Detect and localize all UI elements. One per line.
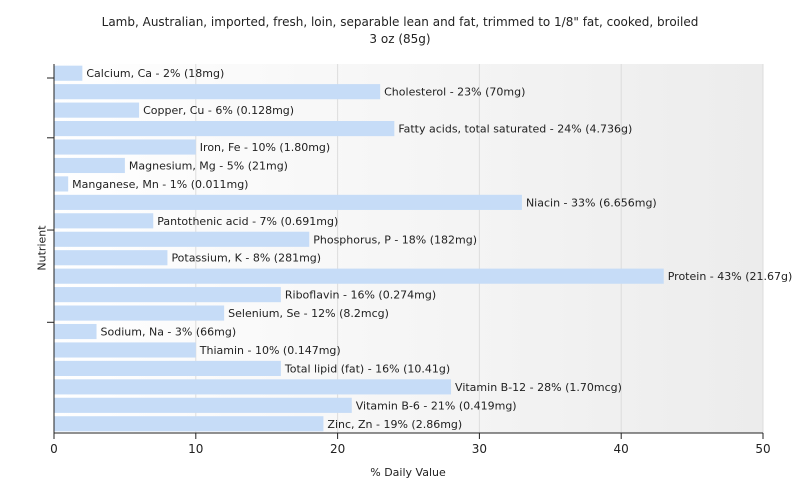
bar (54, 121, 395, 137)
bar (54, 102, 140, 118)
bar (54, 213, 154, 229)
bar (54, 397, 352, 413)
bar-label: Cholesterol - 23% (70mg) (384, 86, 525, 99)
bar-label: Zinc, Zn - 19% (2.86mg) (327, 418, 462, 431)
bar (54, 84, 381, 100)
bar-label: Sodium, Na - 3% (66mg) (101, 326, 237, 339)
x-tick-label: 50 (755, 442, 770, 456)
bar (54, 250, 168, 266)
chart-subtitle: 3 oz (85g) (369, 32, 431, 46)
bar (54, 287, 281, 303)
bar-label: Total lipid (fat) - 16% (10.41g) (284, 362, 450, 375)
bar-label: Iron, Fe - 10% (1.80mg) (200, 141, 330, 154)
bar-label: Pantothenic acid - 7% (0.691mg) (157, 215, 338, 228)
bar-label: Vitamin B-12 - 28% (1.70mcg) (455, 381, 622, 394)
bar (54, 194, 522, 210)
bar-label: Thiamin - 10% (0.147mg) (199, 344, 341, 357)
x-tick-label: 30 (472, 442, 487, 456)
bar (54, 379, 452, 395)
plot-background (54, 64, 763, 433)
bar-label: Vitamin B-6 - 21% (0.419mg) (356, 399, 517, 412)
bar (54, 305, 225, 321)
bar (54, 139, 196, 155)
bar-label: Calcium, Ca - 2% (18mg) (86, 67, 224, 80)
bar-label: Potassium, K - 8% (281mg) (171, 252, 321, 265)
x-tick-label: 40 (614, 442, 629, 456)
bar-label: Protein - 43% (21.67g) (668, 270, 793, 283)
x-tick-label: 20 (330, 442, 345, 456)
bar-label: Riboflavin - 16% (0.274mg) (285, 289, 436, 302)
chart-title: Lamb, Australian, imported, fresh, loin,… (101, 15, 699, 29)
bar (54, 231, 310, 247)
bar (54, 416, 324, 432)
bar (54, 360, 281, 376)
bar (54, 65, 83, 81)
bar (54, 157, 125, 174)
bar-label: Fatty acids, total saturated - 24% (4.73… (398, 123, 632, 136)
bar-label: Manganese, Mn - 1% (0.011mg) (72, 178, 248, 191)
bar (54, 342, 196, 358)
x-axis-label: % Daily Value (370, 466, 446, 479)
bar-label: Magnesium, Mg - 5% (21mg) (129, 159, 288, 172)
bar (54, 176, 69, 192)
bar-label: Phosphorus, P - 18% (182mg) (313, 233, 477, 246)
x-tick-label: 0 (50, 442, 58, 456)
bar-label: Copper, Cu - 6% (0.128mg) (143, 104, 294, 117)
x-tick-label: 10 (188, 442, 203, 456)
bar (54, 323, 97, 340)
bar (54, 268, 664, 284)
bar-label: Niacin - 33% (6.656mg) (526, 196, 657, 209)
bar-label: Selenium, Se - 12% (8.2mcg) (228, 307, 389, 320)
